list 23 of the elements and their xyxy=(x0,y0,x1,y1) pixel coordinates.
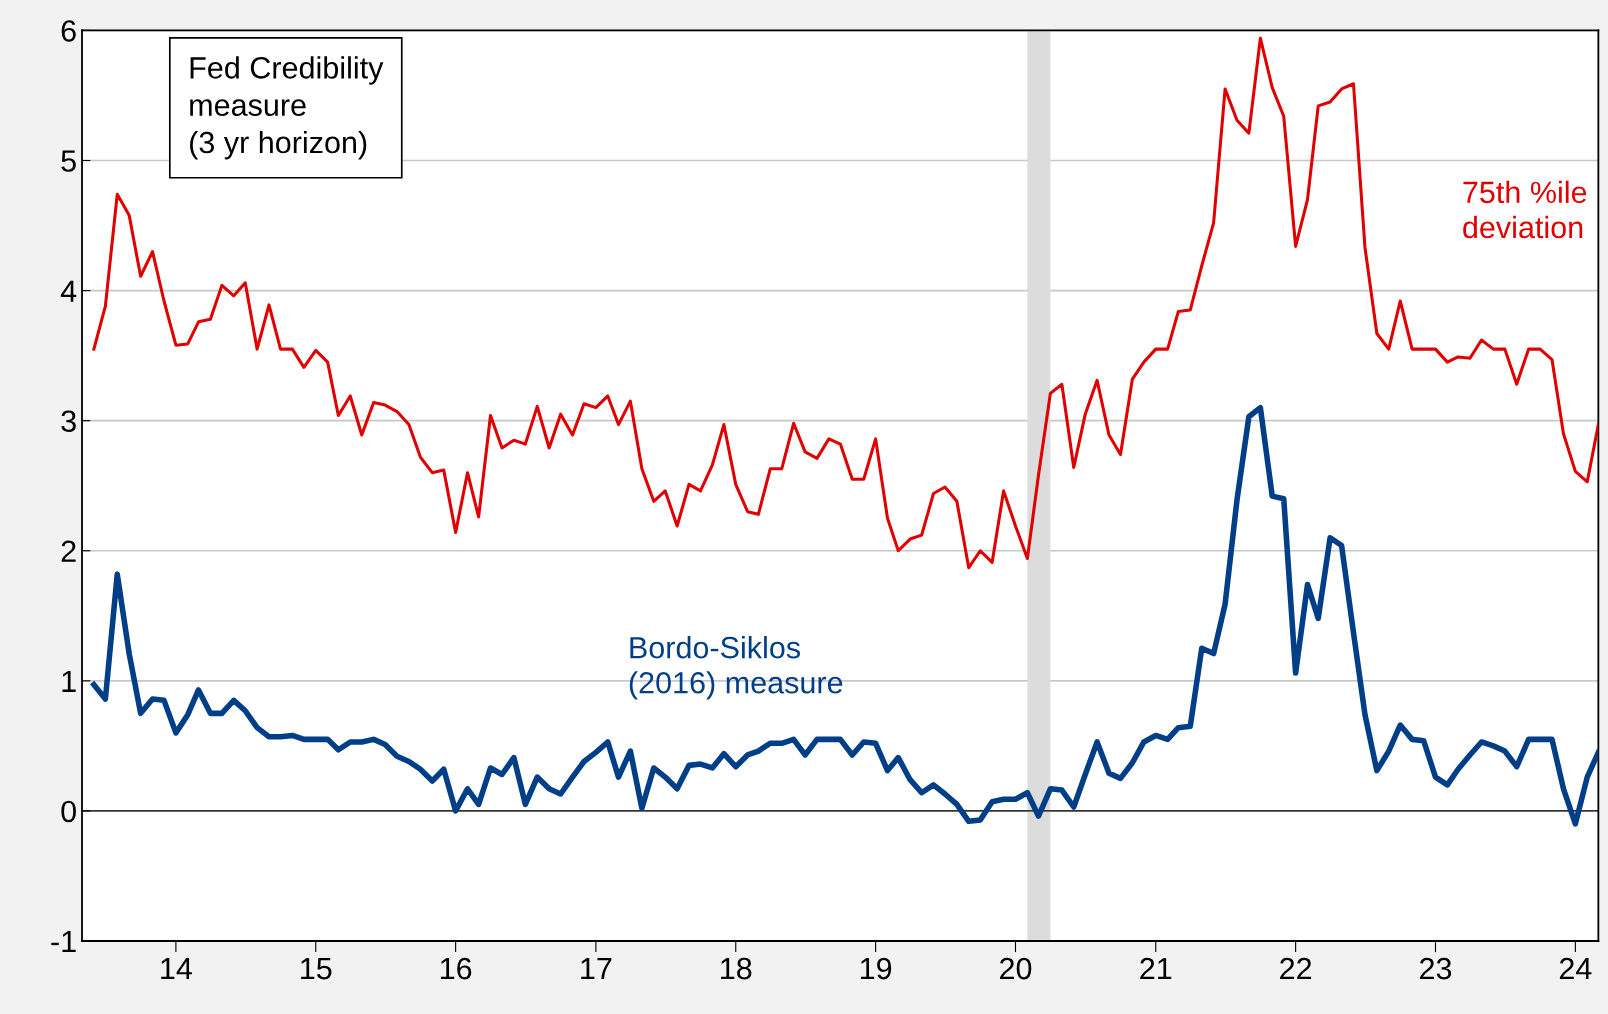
x-tick-label: 19 xyxy=(860,957,892,980)
y-tick-label: 3 xyxy=(61,410,76,433)
y-tick-label: 4 xyxy=(60,280,77,302)
y-tick-label: 5 xyxy=(61,150,76,172)
y-tick-label: -1 xyxy=(51,931,76,953)
y-tick-label: 6 xyxy=(61,20,76,42)
annotation: Fed Credibility measure (3 yr horizon) xyxy=(190,56,384,160)
x-tick-label: 24 xyxy=(1559,957,1592,980)
series-label: Bordo-Siklos (2016) measure xyxy=(629,636,843,700)
x-tick-label: 14 xyxy=(161,958,192,980)
x-tick-label: 16 xyxy=(440,957,472,980)
x-tick-label: 21 xyxy=(1140,957,1172,980)
line-series xyxy=(92,36,1599,570)
y-tick-label: 0 xyxy=(61,800,76,823)
x-tick-label: 20 xyxy=(1000,957,1032,980)
x-tick-label: 23 xyxy=(1420,957,1452,980)
x-tick-label: 15 xyxy=(301,958,332,980)
text: 75th %ile deviation xyxy=(1463,180,1587,239)
x-tick-label: 22 xyxy=(1280,957,1312,980)
y-tick-label: 1 xyxy=(62,670,76,692)
x-tick-label: 18 xyxy=(721,957,752,980)
y-tick-label: 2 xyxy=(61,540,76,562)
x-tick-label: 17 xyxy=(581,958,612,980)
